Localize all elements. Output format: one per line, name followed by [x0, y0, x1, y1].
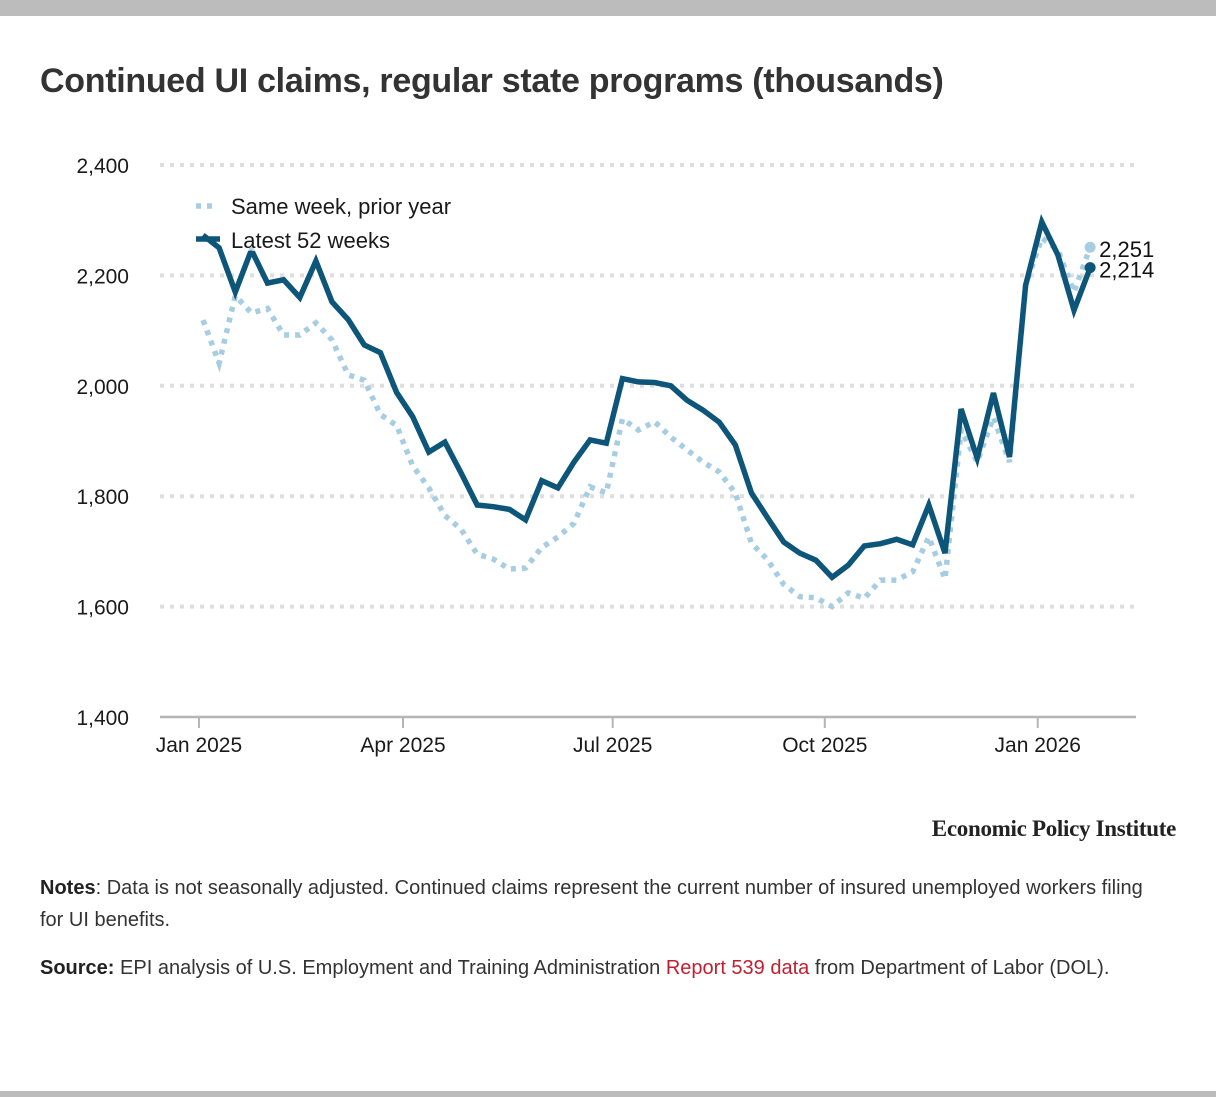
notes-body: : Data is not seasonally adjusted. Conti… [40, 877, 1143, 931]
line-chart: 1,400 1,600 1,800 2,000 2,200 2,400 Jan 2025 A… [76, 155, 1156, 757]
source-body-after: from Department of Labor (DOL). [809, 957, 1110, 979]
legend-label-latest: Latest 52 weeks [231, 228, 390, 253]
source-text: Source: EPI analysis of U.S. Employment … [40, 952, 1160, 984]
latest-52-weeks-line [201, 213, 1093, 581]
latest-end-label: 2,214 [1099, 258, 1154, 283]
series-latest-52-weeks [201, 213, 1096, 581]
y-tick-label: 2,400 [76, 155, 129, 178]
y-tick-label: 2,200 [76, 265, 129, 288]
bottom-border-bar [0, 1091, 1216, 1097]
x-tick-label: Jul 2025 [573, 734, 652, 757]
chart-title: Continued UI claims, regular state progr… [40, 62, 944, 100]
legend-label-prior-year: Same week, prior year [231, 194, 451, 219]
notes-text: Notes: Data is not seasonally adjusted. … [40, 872, 1160, 936]
prior-year-line [200, 233, 1093, 610]
source-body-before: EPI analysis of U.S. Employment and Trai… [114, 957, 666, 979]
y-tick-label: 2,000 [76, 376, 129, 399]
notes-label: Notes [40, 877, 96, 899]
x-tick-label: Apr 2025 [360, 734, 445, 757]
top-border-bar [0, 0, 1216, 16]
brand-logo-text: Economic Policy Institute [931, 816, 1177, 841]
y-axis: 1,400 1,600 1,800 2,000 2,200 2,400 [76, 155, 129, 730]
legend: Same week, prior year Latest 52 weeks [196, 191, 454, 256]
x-tick-label: Oct 2025 [782, 734, 867, 757]
y-tick-label: 1,800 [76, 486, 129, 509]
y-tick-label: 1,400 [76, 707, 129, 730]
x-axis: Jan 2025 Apr 2025 Jul 2025 Oct 2025 Jan 2026 [156, 715, 1136, 757]
prior-year-end-label: 2,251 [1099, 237, 1154, 262]
series-prior-year [200, 233, 1096, 610]
x-tick-label: Jan 2026 [995, 734, 1081, 757]
y-tick-label: 1,600 [76, 597, 129, 620]
source-label: Source: [40, 957, 115, 979]
x-tick-label: Jan 2025 [156, 734, 242, 757]
report-539-link[interactable]: Report 539 data [665, 957, 810, 979]
